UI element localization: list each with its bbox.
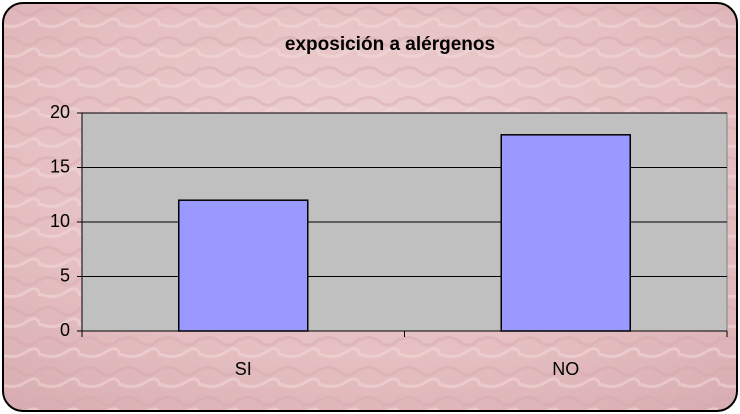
y-tick-label: 0: [60, 320, 70, 340]
y-tick-label: 10: [50, 211, 70, 231]
x-tick-label: SI: [235, 359, 252, 379]
x-tick-label: NO: [552, 359, 579, 379]
bar: [178, 199, 309, 332]
y-tick-label: 15: [50, 156, 70, 176]
y-tick-label: 5: [60, 265, 70, 285]
bar: [500, 134, 631, 332]
y-tick-label: 20: [50, 102, 70, 122]
chart-title: exposición a alérgenos: [285, 34, 495, 55]
